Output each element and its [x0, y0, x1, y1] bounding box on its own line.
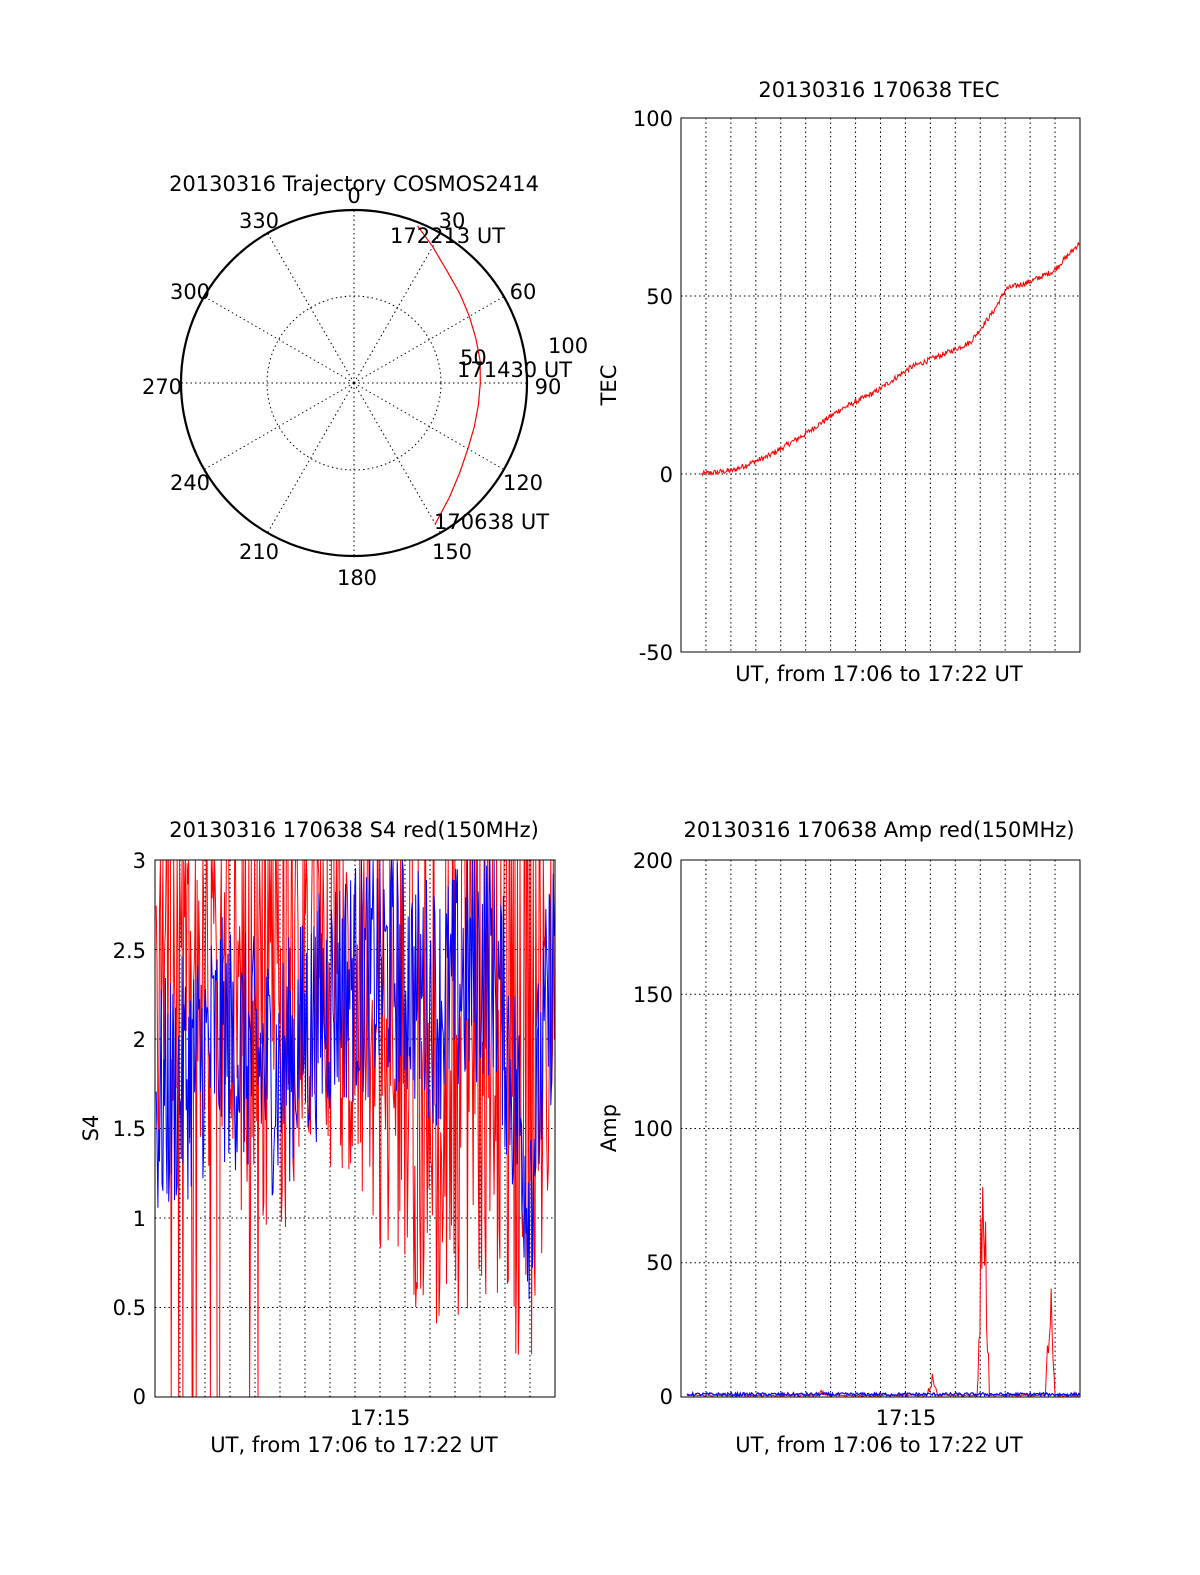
amp-xlabel: UT, from 17:06 to 17:22 UT — [735, 1433, 1023, 1457]
amp-xtick-1715: 17:15 — [876, 1406, 937, 1430]
s4-ytick-1: 1 — [133, 1207, 146, 1231]
az-label-210: 210 — [239, 540, 279, 564]
polar-azimuth-labels: 0 30 60 90 120 150 180 210 240 270 300 3… — [142, 184, 561, 590]
az-label-300: 300 — [170, 280, 210, 304]
az-label-330: 330 — [239, 209, 279, 233]
tec-grid — [681, 118, 1080, 652]
tec-chart: 20130316 170638 TEC 100 50 0 -50 TEC UT,… — [597, 78, 1081, 686]
amp-ylabel: Amp — [597, 1104, 621, 1152]
radial-label-100: 100 — [548, 334, 588, 358]
s4-ytick-2: 2 — [133, 1028, 146, 1052]
az-label-60: 60 — [510, 280, 537, 304]
tec-series-line — [701, 242, 1081, 477]
az-label-150: 150 — [432, 540, 472, 564]
polar-grid — [181, 210, 527, 556]
polar-spoke-300 — [203, 296, 355, 384]
amp-data — [686, 1186, 1081, 1398]
az-label-120: 120 — [503, 471, 543, 495]
polar-spoke-330 — [267, 232, 355, 384]
az-label-180: 180 — [337, 566, 377, 590]
amp-chart: 20130316 170638 Amp red(150MHz) 200 150 … — [597, 818, 1081, 1457]
s4-ytick-3: 3 — [133, 849, 146, 873]
amp-red-series — [686, 1186, 1080, 1398]
tec-ytick-0: 0 — [660, 463, 673, 487]
s4-xlabel: UT, from 17:06 to 17:22 UT — [210, 1433, 498, 1457]
tec-ytick-100: 100 — [633, 107, 673, 131]
amp-ytick-150: 150 — [633, 983, 673, 1007]
s4-xtick-1715: 17:15 — [350, 1406, 411, 1430]
az-label-30: 30 — [439, 209, 466, 233]
polar-chart: 20130316 Trajectory COSMOS2414 0 30 60 9… — [142, 172, 588, 590]
polar-inner-ring — [266, 295, 442, 471]
s4-ytick-0: 0 — [133, 1385, 146, 1409]
az-label-0: 0 — [347, 184, 360, 208]
amp-ytick-50: 50 — [646, 1251, 673, 1275]
radial-label-50: 50 — [460, 346, 487, 370]
polar-outer-ring — [179, 208, 529, 558]
polar-spoke-240 — [203, 382, 355, 470]
s4-plot-frame — [154, 859, 556, 1398]
polar-title: 20130316 Trajectory COSMOS2414 — [169, 172, 539, 196]
amp-grid — [681, 860, 1080, 1397]
amp-blue-series — [686, 1390, 1081, 1398]
polar-spoke-210 — [267, 382, 355, 534]
tec-ytick-50: 50 — [646, 285, 673, 309]
s4-data — [155, 859, 555, 1398]
s4-chart: 20130316 170638 S4 red(150MHz) 3 2.5 2 1… — [79, 818, 556, 1457]
tec-plot-frame — [680, 117, 1081, 653]
az-label-90: 90 — [535, 375, 562, 399]
amp-ytick-0: 0 — [660, 1385, 673, 1409]
amp-ytick-200: 200 — [633, 849, 673, 873]
s4-ylabel: S4 — [79, 1115, 103, 1142]
az-label-270: 270 — [142, 375, 182, 399]
az-label-240: 240 — [170, 471, 210, 495]
tec-xlabel: UT, from 17:06 to 17:22 UT — [735, 662, 1023, 686]
s4-blue-series — [155, 859, 555, 1300]
tec-ytick-minus50: -50 — [639, 641, 673, 665]
amp-plot-frame — [680, 859, 1081, 1398]
annotation-start-time: 170638 UT — [434, 510, 549, 534]
trajectory-line — [417, 225, 481, 525]
s4-ytick-1.5: 1.5 — [113, 1117, 146, 1141]
s4-ytick-2.5: 2.5 — [113, 939, 146, 963]
annotation-end-time: 172213 UT — [390, 224, 505, 248]
s4-ytick-0.5: 0.5 — [113, 1296, 146, 1320]
amp-title: 20130316 170638 Amp red(150MHz) — [683, 818, 1074, 842]
s4-title: 20130316 170638 S4 red(150MHz) — [169, 818, 539, 842]
amp-ytick-100: 100 — [633, 1117, 673, 1141]
tec-ylabel: TEC — [597, 365, 621, 407]
annotation-mid-time: 171430 UT — [457, 358, 572, 382]
tec-title: 20130316 170638 TEC — [758, 78, 999, 102]
